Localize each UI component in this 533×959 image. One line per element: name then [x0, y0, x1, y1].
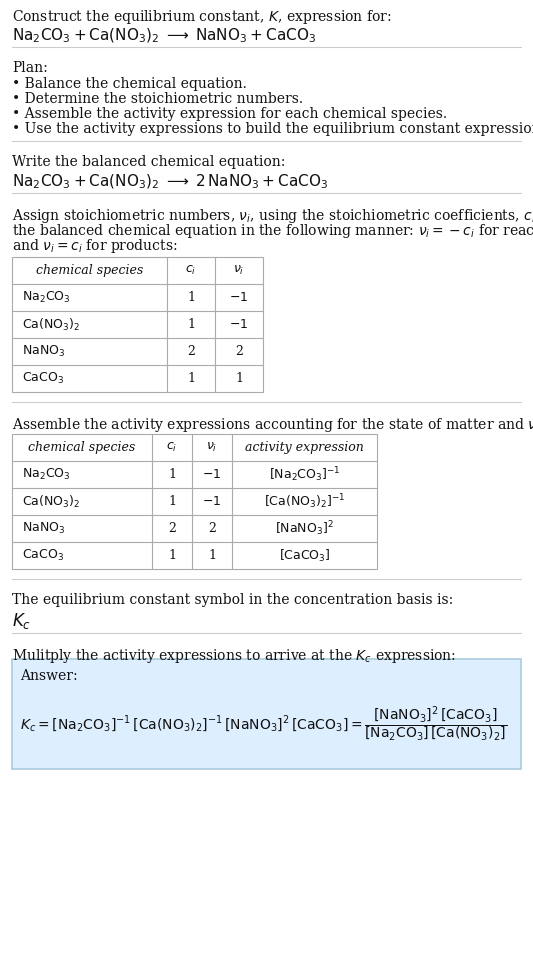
Text: $[\mathrm{Ca(NO_3)_2}]^{-1}$: $[\mathrm{Ca(NO_3)_2}]^{-1}$ [264, 492, 345, 511]
Text: $[\mathrm{CaCO_3}]$: $[\mathrm{CaCO_3}]$ [279, 548, 330, 564]
Bar [12, 257, 263, 392]
Text: 1: 1 [168, 549, 176, 562]
Text: 1: 1 [187, 291, 195, 304]
Text: 2: 2 [208, 522, 216, 535]
Text: $\mathrm{Ca(NO_3)_2}$: $\mathrm{Ca(NO_3)_2}$ [22, 494, 80, 509]
Text: • Balance the chemical equation.: • Balance the chemical equation. [12, 77, 247, 91]
Text: Assemble the activity expressions accounting for the state of matter and $\nu_i$: Assemble the activity expressions accoun… [12, 416, 533, 434]
Text: activity expression: activity expression [245, 441, 364, 454]
Text: $\mathrm{NaNO_3}$: $\mathrm{NaNO_3}$ [22, 521, 65, 536]
Text: 2: 2 [235, 345, 243, 358]
Text: Write the balanced chemical equation:: Write the balanced chemical equation: [12, 155, 285, 169]
Text: Assign stoichiometric numbers, $\nu_i$, using the stoichiometric coefficients, $: Assign stoichiometric numbers, $\nu_i$, … [12, 207, 533, 225]
Bar [12, 434, 377, 569]
Bar [12, 659, 521, 769]
Text: $-1$: $-1$ [229, 291, 248, 304]
Text: $\mathrm{Na_2CO_3}$: $\mathrm{Na_2CO_3}$ [22, 290, 70, 305]
Text: 1: 1 [168, 468, 176, 481]
Text: $-1$: $-1$ [203, 468, 222, 481]
Text: chemical species: chemical species [36, 264, 143, 277]
Text: $K_c$: $K_c$ [12, 611, 31, 631]
Text: $\nu_i$: $\nu_i$ [206, 441, 217, 454]
Text: 1: 1 [187, 372, 195, 385]
Text: the balanced chemical equation in the following manner: $\nu_i = -c_i$ for react: the balanced chemical equation in the fo… [12, 222, 533, 240]
Text: Construct the equilibrium constant, $K$, expression for:: Construct the equilibrium constant, $K$,… [12, 8, 392, 26]
Text: $[\mathrm{Na_2CO_3}]^{-1}$: $[\mathrm{Na_2CO_3}]^{-1}$ [269, 465, 340, 484]
Text: $-1$: $-1$ [229, 318, 248, 331]
Text: 1: 1 [168, 495, 176, 508]
Text: Mulitply the activity expressions to arrive at the $K_c$ expression:: Mulitply the activity expressions to arr… [12, 647, 456, 665]
Text: Answer:: Answer: [20, 669, 78, 683]
Text: 1: 1 [187, 318, 195, 331]
Text: and $\nu_i = c_i$ for products:: and $\nu_i = c_i$ for products: [12, 237, 177, 255]
Text: $\mathrm{Na_2CO_3 + Ca(NO_3)_2 \;\longrightarrow\; 2\,NaNO_3 + CaCO_3}$: $\mathrm{Na_2CO_3 + Ca(NO_3)_2 \;\longri… [12, 173, 328, 192]
Text: $\mathrm{Na_2CO_3 + Ca(NO_3)_2 \;\longrightarrow\; NaNO_3 + CaCO_3}$: $\mathrm{Na_2CO_3 + Ca(NO_3)_2 \;\longri… [12, 27, 316, 45]
Text: $\mathrm{Ca(NO_3)_2}$: $\mathrm{Ca(NO_3)_2}$ [22, 316, 80, 333]
Text: • Assemble the activity expression for each chemical species.: • Assemble the activity expression for e… [12, 107, 447, 121]
Text: $c_i$: $c_i$ [166, 441, 177, 454]
Text: $\mathrm{CaCO_3}$: $\mathrm{CaCO_3}$ [22, 548, 64, 563]
Text: $\mathrm{Na_2CO_3}$: $\mathrm{Na_2CO_3}$ [22, 467, 70, 482]
Text: $c_i$: $c_i$ [185, 264, 197, 277]
Text: $\mathrm{NaNO_3}$: $\mathrm{NaNO_3}$ [22, 344, 65, 359]
Text: 2: 2 [168, 522, 176, 535]
Text: $-1$: $-1$ [203, 495, 222, 508]
Text: The equilibrium constant symbol in the concentration basis is:: The equilibrium constant symbol in the c… [12, 593, 453, 607]
Text: $\nu_i$: $\nu_i$ [233, 264, 245, 277]
Text: $K_c = [\mathrm{Na_2CO_3}]^{-1}\,[\mathrm{Ca(NO_3)_2}]^{-1}\,[\mathrm{NaNO_3}]^{: $K_c = [\mathrm{Na_2CO_3}]^{-1}\,[\mathr… [20, 704, 507, 742]
Text: chemical species: chemical species [28, 441, 135, 454]
Text: $\mathrm{CaCO_3}$: $\mathrm{CaCO_3}$ [22, 371, 64, 386]
Text: 2: 2 [187, 345, 195, 358]
Text: $[\mathrm{NaNO_3}]^{2}$: $[\mathrm{NaNO_3}]^{2}$ [275, 519, 334, 538]
Text: Plan:: Plan: [12, 61, 48, 75]
Text: 1: 1 [235, 372, 243, 385]
Text: • Determine the stoichiometric numbers.: • Determine the stoichiometric numbers. [12, 92, 303, 106]
Text: • Use the activity expressions to build the equilibrium constant expression.: • Use the activity expressions to build … [12, 122, 533, 136]
Text: 1: 1 [208, 549, 216, 562]
